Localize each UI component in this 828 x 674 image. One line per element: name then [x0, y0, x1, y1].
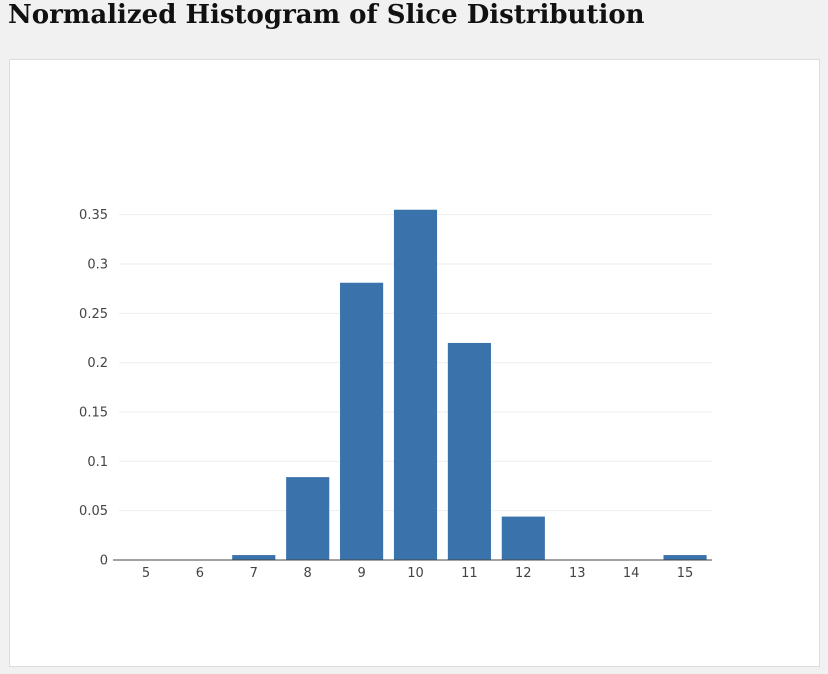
x-tick-label: 9 — [357, 566, 365, 581]
x-tick-label: 13 — [569, 566, 586, 581]
x-tick-label: 6 — [196, 566, 204, 581]
chart-card: 0 0.05 0.1 0.15 0.2 0.25 0.3 0.35 5 6 7 8 9 10 11 12 13… — [9, 59, 820, 667]
bar-15 — [663, 555, 707, 560]
y-tick-label: 0.35 — [79, 208, 108, 223]
bar-12 — [501, 516, 545, 560]
bar-8 — [286, 477, 330, 560]
page-title: Normalized Histogram of Slice Distributi… — [8, 0, 645, 30]
histogram-chart: 0 0.05 0.1 0.15 0.2 0.25 0.3 0.35 5 6 7 8 9 10 11 12 13… — [79, 208, 712, 581]
x-tick-label: 10 — [407, 566, 424, 581]
y-tick-label: 0.1 — [87, 455, 108, 470]
y-tick-label: 0.3 — [87, 258, 108, 273]
x-tick-label: 7 — [250, 566, 258, 581]
x-tick-label: 14 — [623, 566, 640, 581]
x-tick-labels: 5 6 7 8 9 10 11 12 13 14 15 — [142, 566, 694, 581]
y-tick-label: 0.05 — [79, 504, 108, 519]
y-tick-labels: 0 0.05 0.1 0.15 0.2 0.25 0.3 0.35 — [79, 208, 108, 568]
bar-7 — [232, 555, 276, 560]
x-tick-label: 15 — [677, 566, 694, 581]
bar-11 — [447, 342, 491, 560]
x-tick-label: 11 — [461, 566, 478, 581]
bar-9 — [340, 282, 384, 560]
x-tick-label: 5 — [142, 566, 150, 581]
y-tick-label: 0.2 — [87, 356, 108, 371]
y-tick-label: 0.15 — [79, 406, 108, 421]
x-tick-label: 12 — [515, 566, 532, 581]
bar-10 — [393, 209, 438, 560]
y-tick-label: 0.25 — [79, 307, 108, 322]
x-tick-label: 8 — [304, 566, 312, 581]
y-tick-label: 0 — [100, 554, 108, 569]
bars — [232, 209, 707, 560]
